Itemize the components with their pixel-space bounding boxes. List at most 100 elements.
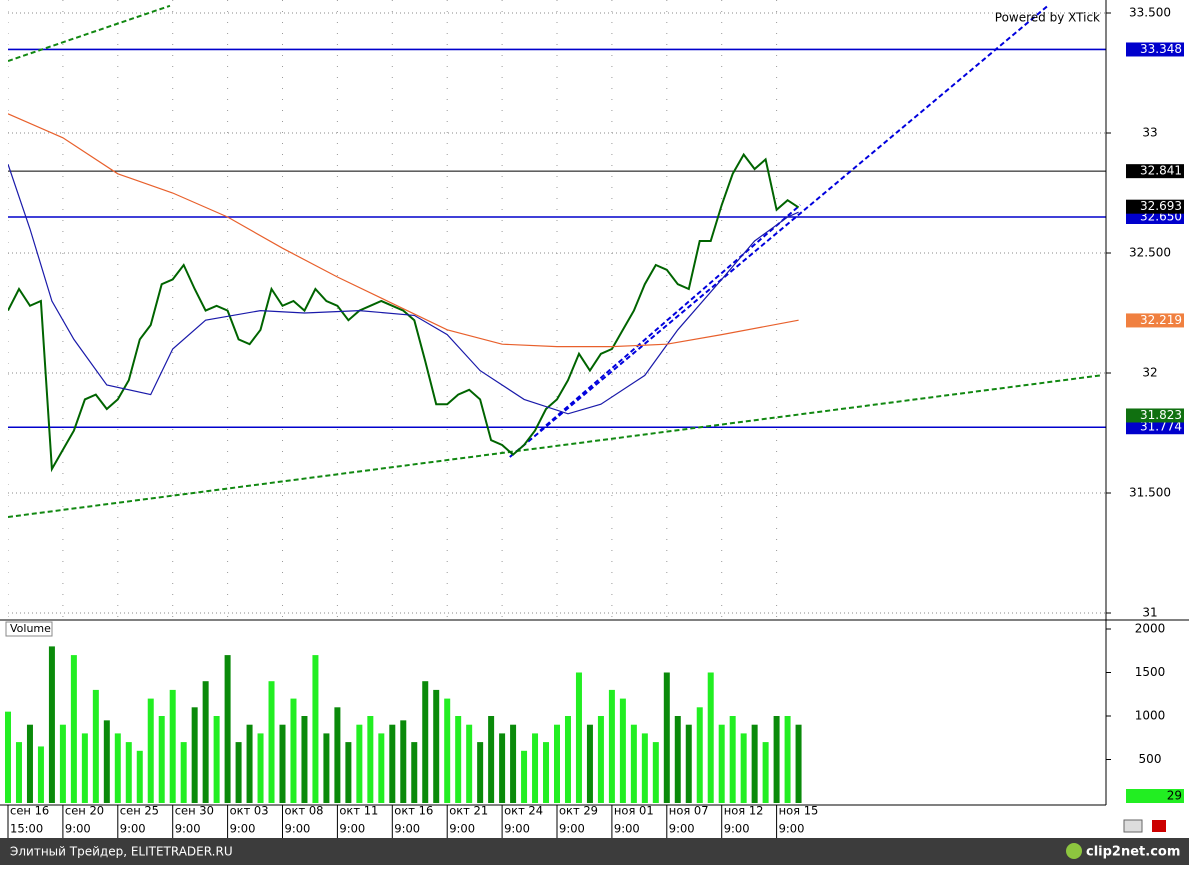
volume-bar — [26, 724, 33, 803]
x-tick-label: сен 20 — [65, 804, 104, 818]
trendline — [509, 5, 1049, 458]
volume-bar — [81, 733, 88, 803]
volume-pane — [5, 646, 802, 803]
volume-bar — [191, 707, 198, 803]
x-tick-sublabel: 9:00 — [724, 822, 750, 836]
volume-bar — [586, 724, 593, 803]
exit-icon[interactable] — [1152, 820, 1166, 832]
volume-bar — [158, 716, 165, 803]
volume-label-box — [5, 621, 53, 637]
x-tick-sublabel: 9:00 — [339, 822, 365, 836]
x-tick-label: ноя 12 — [724, 804, 764, 818]
volume-bar — [762, 742, 769, 803]
volume-bar — [564, 716, 571, 803]
x-tick-label: окт 29 — [559, 804, 598, 818]
volume-bar — [740, 733, 747, 803]
x-tick-label: окт 21 — [449, 804, 488, 818]
x-tick-sublabel: 9:00 — [285, 822, 311, 836]
volume-bar — [5, 711, 11, 803]
volume-bar — [597, 716, 604, 803]
volume-bar — [290, 698, 297, 803]
x-tick-sublabel: 9:00 — [504, 822, 530, 836]
volume-bar — [37, 746, 44, 803]
moving-average — [8, 113, 799, 348]
volume-bar — [630, 724, 637, 803]
volume-bar — [268, 681, 275, 803]
volume-bar — [92, 689, 99, 803]
x-tick-sublabel: 9:00 — [230, 822, 256, 836]
x-tick-sublabel: 9:00 — [65, 822, 91, 836]
volume-bar — [15, 742, 22, 803]
x-tick-sublabel: 15:00 — [10, 822, 43, 836]
axis-marker — [1126, 408, 1184, 423]
level-box — [1126, 164, 1184, 179]
x-tick-sublabel: 9:00 — [669, 822, 695, 836]
volume-bar — [696, 707, 703, 803]
volume-bar — [70, 655, 77, 803]
y-tick-label: 33 — [1142, 126, 1157, 140]
volume-label: Volume — [10, 622, 51, 635]
volume-bar — [411, 742, 418, 803]
volume-bar — [389, 724, 396, 803]
y-tick-label: 1500 — [1135, 665, 1166, 679]
y-tick-label: 2000 — [1135, 622, 1166, 636]
volume-bar — [510, 724, 517, 803]
level-box — [1126, 420, 1184, 435]
volume-bar — [466, 724, 473, 803]
y-tick-label: 31 — [1142, 606, 1157, 620]
volume-bar — [345, 742, 352, 803]
volume-bar — [795, 724, 802, 803]
volume-bar — [488, 716, 495, 803]
volume-bar — [213, 716, 220, 803]
x-tick-sublabel: 9:00 — [394, 822, 420, 836]
volume-bar — [641, 733, 648, 803]
volume-bar — [729, 716, 736, 803]
y-tick-label: 32.500 — [1129, 246, 1171, 260]
volume-bar — [773, 716, 780, 803]
axis-marker-label: 32.219 — [1140, 313, 1182, 327]
volume-bar — [224, 655, 231, 803]
volume-bar — [718, 724, 725, 803]
volume-bar — [334, 707, 341, 803]
volume-bar — [608, 689, 615, 803]
volume-bar — [477, 742, 484, 803]
x-tick-sublabel: 9:00 — [449, 822, 475, 836]
toolbar-icon[interactable] — [1123, 819, 1143, 833]
x-tick-sublabel: 9:00 — [559, 822, 585, 836]
moving-average — [8, 164, 799, 415]
volume-bar — [532, 733, 539, 803]
axis-marker-label: 31.823 — [1140, 408, 1182, 422]
volume-bar — [279, 724, 286, 803]
x-tick-label: сен 16 — [10, 804, 49, 818]
volume-bar — [235, 742, 242, 803]
x-tick-sublabel: 9:00 — [175, 822, 201, 836]
volume-marker — [1126, 789, 1184, 803]
volume-bar — [147, 698, 154, 803]
axes: Volume Powered by XTick 33.500 33 32.500 32… — [0, 0, 1189, 838]
brand-text: clip2net.com — [1086, 845, 1180, 860]
status-bar — [0, 838, 1189, 865]
level-label: 31.774 — [1140, 420, 1182, 434]
volume-bar — [499, 733, 506, 803]
x-tick-label: ноя 07 — [669, 804, 709, 818]
volume-bar — [521, 750, 528, 803]
axis-marker-label: 32.693 — [1140, 199, 1182, 213]
trendline — [539, 204, 801, 432]
volume-bar — [48, 646, 55, 803]
y-tick-label: 500 — [1139, 752, 1162, 766]
volume-bar — [685, 724, 692, 803]
x-tick-label: окт 11 — [339, 804, 378, 818]
volume-bar — [444, 698, 451, 803]
volume-bar — [378, 733, 385, 803]
y-tick-label: 1000 — [1135, 709, 1166, 723]
volume-bar — [575, 672, 582, 803]
x-tick-label: окт 03 — [230, 804, 269, 818]
volume-bar — [312, 655, 319, 803]
volume-bar — [784, 716, 791, 803]
x-tick-label: сен 30 — [175, 804, 214, 818]
level-label: 32.841 — [1140, 164, 1182, 178]
volume-marker-label: 29 — [1167, 789, 1182, 803]
